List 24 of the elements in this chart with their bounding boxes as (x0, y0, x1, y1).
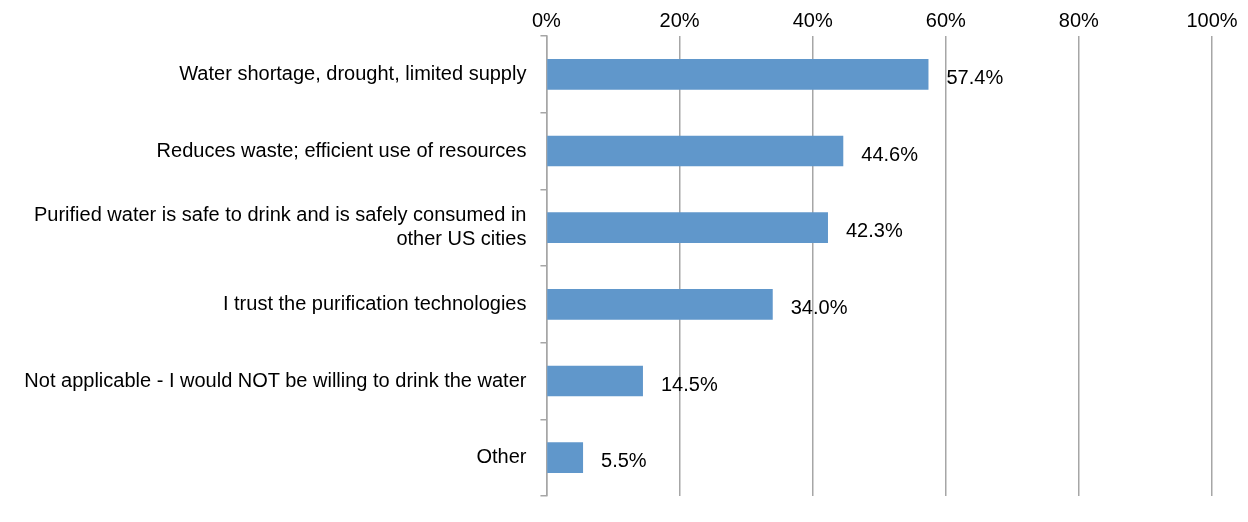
x-tick-label: 100% (1186, 8, 1238, 31)
bar (547, 59, 929, 90)
data-label: 44.6% (861, 142, 919, 165)
bar (547, 442, 584, 473)
bar (547, 365, 643, 397)
data-label: 34.0% (790, 295, 848, 318)
data-label: 42.3% (845, 219, 903, 242)
bar (547, 135, 844, 167)
bar (547, 212, 828, 243)
y-tick-label: Water shortage, drought, limited supply (179, 61, 527, 84)
x-tick-label: 40% (792, 8, 833, 31)
y-tick-label: I trust the purification technologies (222, 291, 527, 314)
x-tick-label: 20% (659, 8, 700, 31)
data-label: 57.4% (946, 65, 1004, 88)
data-label: 14.5% (660, 372, 718, 395)
y-tick-label: Reduces waste; efficient use of resources (156, 138, 527, 161)
x-tick-label: 80% (1058, 8, 1100, 31)
y-tick-label: Other (476, 445, 527, 468)
data-label: 5.5% (601, 449, 647, 472)
y-tick-label: Not applicable - I would NOT be willing to drink the water (24, 368, 527, 391)
y-tick-label: Purified water is safe to drink and is safely consumed in other US cities (33, 203, 527, 250)
x-tick-label: 0% (532, 8, 562, 31)
x-tick-label: 60% (925, 8, 967, 31)
bar (547, 289, 773, 320)
